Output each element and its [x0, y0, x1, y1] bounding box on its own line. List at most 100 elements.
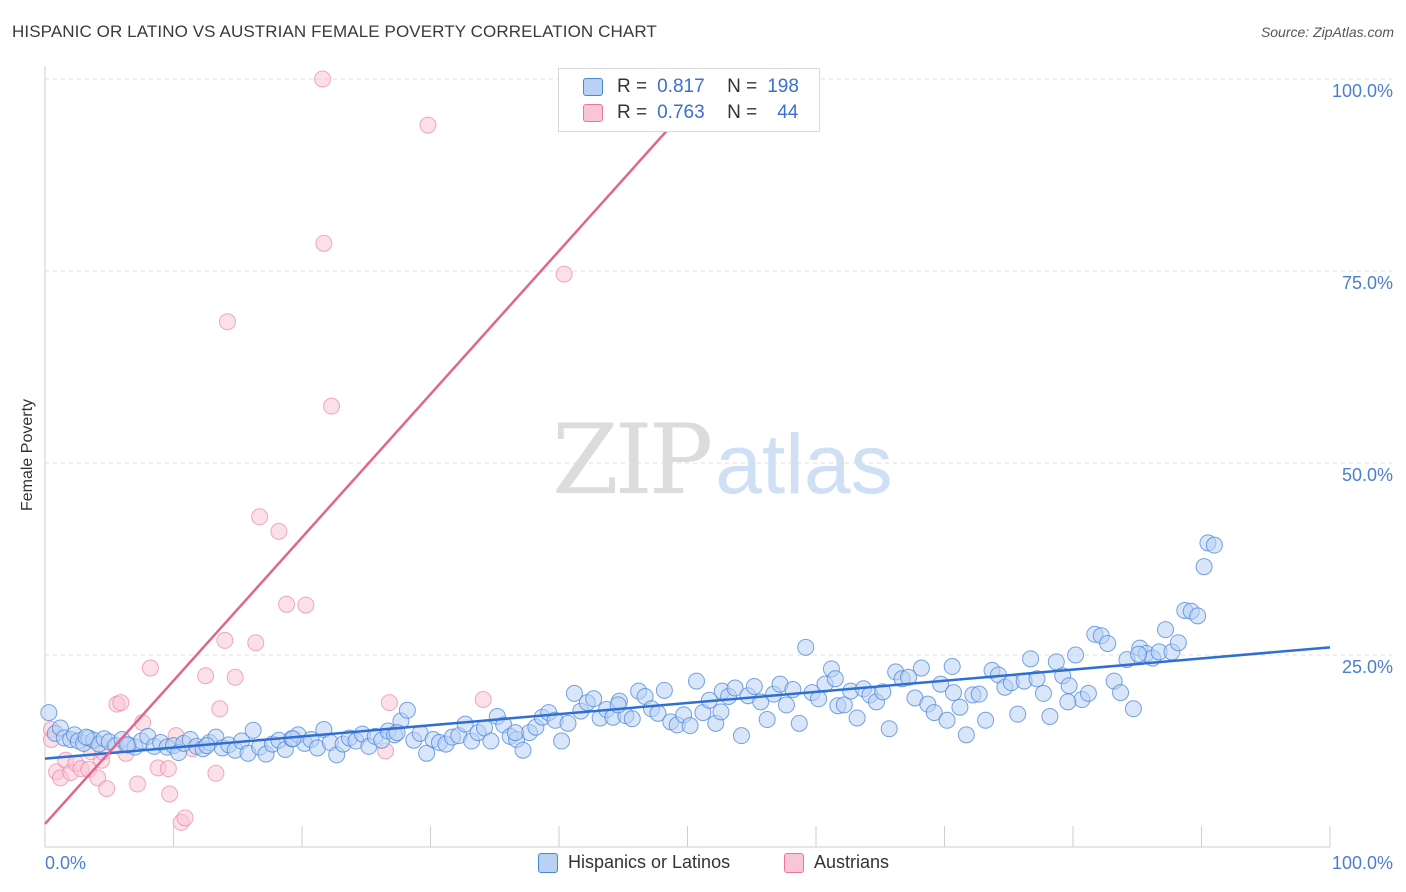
watermark: ZIPatlas [552, 404, 893, 516]
austrians-point [247, 634, 265, 652]
hispanics-point [943, 658, 961, 676]
hispanics-point [925, 704, 943, 722]
hispanics-point [938, 711, 956, 729]
hispanics-point [848, 709, 866, 727]
hispanics-point [1034, 684, 1052, 702]
hispanics-point [506, 724, 524, 742]
y-tick-label: 75.0% [1342, 273, 1393, 293]
austrians-point [129, 775, 147, 793]
austrians-point [419, 116, 437, 134]
austrians-point [218, 313, 236, 331]
hispanics-point [826, 670, 844, 688]
austrians-point [297, 596, 315, 614]
hispanics-point [655, 681, 673, 699]
hispanics-point [726, 679, 744, 697]
legend-n-label: N = [727, 102, 758, 123]
y-tick-label: 100.0% [1332, 81, 1393, 101]
hispanics-point [553, 732, 571, 750]
hispanics-point [970, 685, 988, 703]
austrians-point [176, 809, 194, 827]
hispanics-point [1157, 621, 1175, 639]
legend-swatch-blue [583, 78, 603, 96]
hispanics-points [40, 534, 1223, 764]
hispanics-point [732, 727, 750, 745]
austrians-trend-line [44, 78, 715, 825]
legend-r-value: 0.763 [657, 102, 705, 123]
hispanics-trend-line [44, 646, 1331, 760]
legend-label-hispanics: Hispanics or Latinos [568, 852, 731, 872]
trend-lines [44, 78, 1331, 825]
legend-swatch-pink [583, 104, 603, 122]
chart-title: HISPANIC OR LATINO VS AUSTRIAN FEMALE PO… [12, 22, 657, 41]
legend-label-austrians: Austrians [814, 852, 890, 872]
x-tick-label: 0.0% [45, 853, 86, 873]
hispanics-point [1067, 646, 1085, 664]
bottom-legend-austrians[interactable]: Austrians [784, 852, 889, 873]
legend-r-value: 0.817 [657, 76, 705, 97]
hispanics-point [681, 717, 699, 735]
austrians-point [251, 508, 269, 526]
y-tick-label: 50.0% [1342, 465, 1393, 485]
watermark-zip: ZIP [552, 404, 713, 516]
hispanics-point [745, 677, 763, 695]
hispanics-point [687, 672, 705, 690]
austrians-point [278, 595, 296, 613]
hispanics-point [1099, 634, 1117, 652]
correlation-legend: R = 0.817 N = 198 R = 0.763 N = 44 [558, 68, 820, 132]
austrians-point [161, 785, 179, 803]
legend-swatch-pink [784, 852, 804, 873]
hispanics-point [977, 711, 995, 729]
austrians-point [315, 234, 333, 252]
austrians-point [211, 700, 229, 718]
hispanics-point [1028, 670, 1046, 688]
austrians-point [141, 659, 159, 677]
austrians-point [197, 667, 215, 685]
hispanics-point [900, 668, 918, 686]
austrians-point [112, 694, 130, 712]
austrians-point [314, 70, 332, 88]
hispanics-point [957, 726, 975, 744]
austrians-point [159, 760, 177, 778]
hispanics-point [244, 721, 262, 739]
hispanics-point [1059, 693, 1077, 711]
hispanics-point [1124, 700, 1142, 718]
legend-swatch-blue [538, 852, 558, 873]
hispanics-point [1112, 684, 1130, 702]
hispanics-point [559, 714, 577, 732]
austrians-point [98, 780, 116, 798]
austrians-point [555, 265, 573, 283]
hispanics-point [951, 698, 969, 716]
bottom-legend-hispanics[interactable]: Hispanics or Latinos [538, 852, 730, 873]
hispanics-point [1195, 558, 1213, 576]
source-label: Source: ZipAtlas.com [1260, 24, 1394, 40]
austrians-point [207, 764, 225, 782]
hispanics-point [1009, 705, 1027, 723]
hispanics-point [118, 736, 136, 754]
hispanics-point [777, 696, 795, 714]
hispanics-point [1022, 650, 1040, 668]
hispanics-point [874, 683, 892, 701]
austrians-point [380, 694, 398, 712]
hispanics-point [1130, 645, 1148, 663]
hispanics-point [1205, 536, 1223, 554]
hispanics-point [585, 690, 603, 708]
austrians-point [323, 397, 341, 415]
hispanics-point [758, 711, 776, 729]
hispanics-point [790, 714, 808, 732]
legend-n-label: N = [727, 76, 758, 97]
hispanics-point [912, 659, 930, 677]
hispanics-point [1079, 684, 1097, 702]
austrians-point [474, 691, 492, 709]
hispanics-point [40, 704, 58, 722]
legend-r-label: R = [617, 76, 648, 97]
hispanics-point [835, 696, 853, 714]
hispanics-point [797, 638, 815, 656]
legend-n-value: 198 [767, 76, 799, 97]
hispanics-point [77, 728, 95, 746]
hispanics-point [1189, 607, 1207, 625]
austrians-point [216, 631, 234, 649]
legend-row-hispanics: R = 0.817 N = 198 [583, 75, 799, 99]
grid-layer [45, 78, 1392, 656]
hispanics-point [623, 710, 641, 728]
